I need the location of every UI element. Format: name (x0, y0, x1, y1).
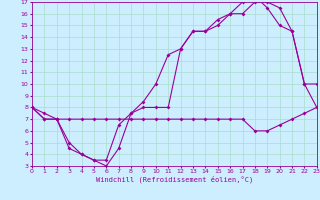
X-axis label: Windchill (Refroidissement éolien,°C): Windchill (Refroidissement éolien,°C) (96, 176, 253, 183)
